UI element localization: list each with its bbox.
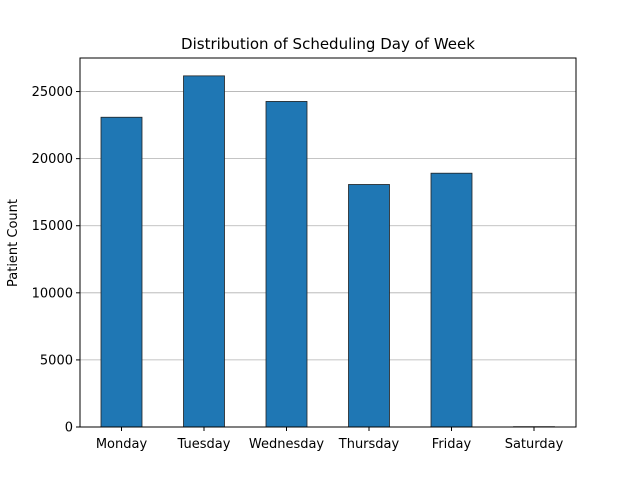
y-tick-label: 25000	[32, 85, 73, 100]
y-axis-label: Patient Count	[6, 199, 21, 287]
y-axis: 0 5000 10000 15000 20000 25000	[32, 85, 80, 436]
x-tick-label-tuesday: Tuesday	[177, 437, 231, 452]
bar-monday	[100, 116, 143, 428]
x-axis: Monday Tuesday Wednesday Thursday Friday Satu…	[96, 427, 564, 452]
x-tick-label-saturday: Saturday	[505, 437, 564, 452]
x-tick-label-wednesday: Wednesday	[249, 437, 325, 452]
bar-friday	[430, 172, 473, 428]
bars	[100, 75, 555, 428]
x-tick-label-friday: Friday	[432, 437, 472, 452]
y-tick-label: 10000	[32, 286, 73, 301]
y-tick-label: 15000	[32, 219, 73, 234]
x-tick-label-monday: Monday	[96, 437, 148, 452]
y-tick-label: 5000	[40, 353, 73, 368]
plot-frame	[79, 57, 577, 428]
grid-lines	[80, 91, 576, 361]
x-tick-label-thursday: Thursday	[338, 437, 400, 452]
bar-wednesday	[265, 101, 308, 428]
bar-thursday	[348, 184, 390, 428]
y-tick-label: 20000	[32, 152, 73, 167]
bar-tuesday	[183, 75, 225, 428]
y-tick-label: 0	[65, 421, 73, 436]
chart-title: Distribution of Scheduling Day of Week	[181, 35, 475, 53]
